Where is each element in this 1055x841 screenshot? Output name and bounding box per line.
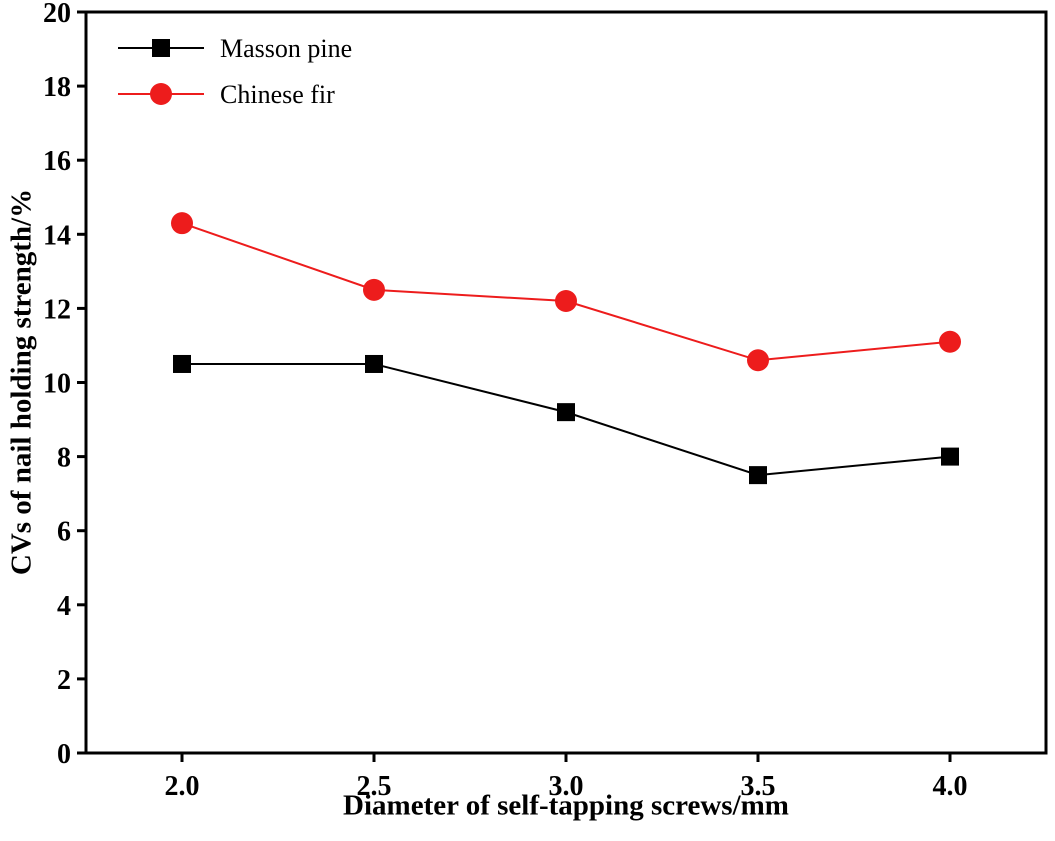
svg-text:12: 12 bbox=[43, 294, 71, 325]
svg-text:14: 14 bbox=[43, 220, 71, 251]
svg-text:6: 6 bbox=[57, 517, 71, 548]
svg-text:18: 18 bbox=[43, 72, 71, 103]
x-axis-ticks: 2.0 2.5 3.0 3.5 4.0 bbox=[165, 753, 968, 802]
y-axis-ticks: 0 2 4 6 8 10 12 14 16 18 20 bbox=[43, 0, 86, 770]
legend: Masson pine Chinese fir bbox=[118, 34, 352, 109]
y-axis-title: CVs of nail holding strength/% bbox=[5, 188, 38, 576]
svg-text:10: 10 bbox=[43, 369, 71, 400]
svg-text:3.5: 3.5 bbox=[741, 771, 776, 802]
svg-text:16: 16 bbox=[43, 146, 71, 177]
svg-text:8: 8 bbox=[57, 443, 71, 474]
svg-text:2: 2 bbox=[57, 665, 71, 696]
marker-square bbox=[749, 466, 767, 485]
legend-item-chinese-fir: Chinese fir bbox=[118, 80, 335, 109]
marker-square bbox=[941, 447, 959, 466]
marker-circle bbox=[363, 278, 385, 301]
legend-marker-square bbox=[152, 39, 170, 57]
marker-square bbox=[365, 354, 383, 373]
legend-marker-circle bbox=[150, 83, 172, 105]
svg-text:4.0: 4.0 bbox=[933, 771, 968, 802]
legend-label: Chinese fir bbox=[220, 80, 335, 109]
marker-circle bbox=[555, 289, 577, 312]
legend-label: Masson pine bbox=[220, 34, 352, 63]
svg-text:20: 20 bbox=[43, 0, 71, 29]
svg-text:4: 4 bbox=[57, 591, 71, 622]
marker-circle bbox=[939, 330, 961, 353]
svg-text:2.0: 2.0 bbox=[165, 771, 200, 802]
plot-frame bbox=[84, 10, 1048, 755]
x-axis-title: Diameter of self-tapping screws/mm bbox=[343, 789, 789, 822]
marker-circle bbox=[747, 349, 769, 372]
legend-item-masson-pine: Masson pine bbox=[118, 34, 352, 63]
marker-circle bbox=[171, 212, 193, 235]
marker-square bbox=[557, 403, 575, 422]
svg-text:3.0: 3.0 bbox=[549, 771, 584, 802]
series-chinese-fir bbox=[171, 212, 961, 372]
series-masson-pine bbox=[173, 354, 959, 485]
svg-text:0: 0 bbox=[57, 739, 71, 770]
marker-square bbox=[173, 354, 191, 373]
svg-text:2.5: 2.5 bbox=[357, 771, 392, 802]
